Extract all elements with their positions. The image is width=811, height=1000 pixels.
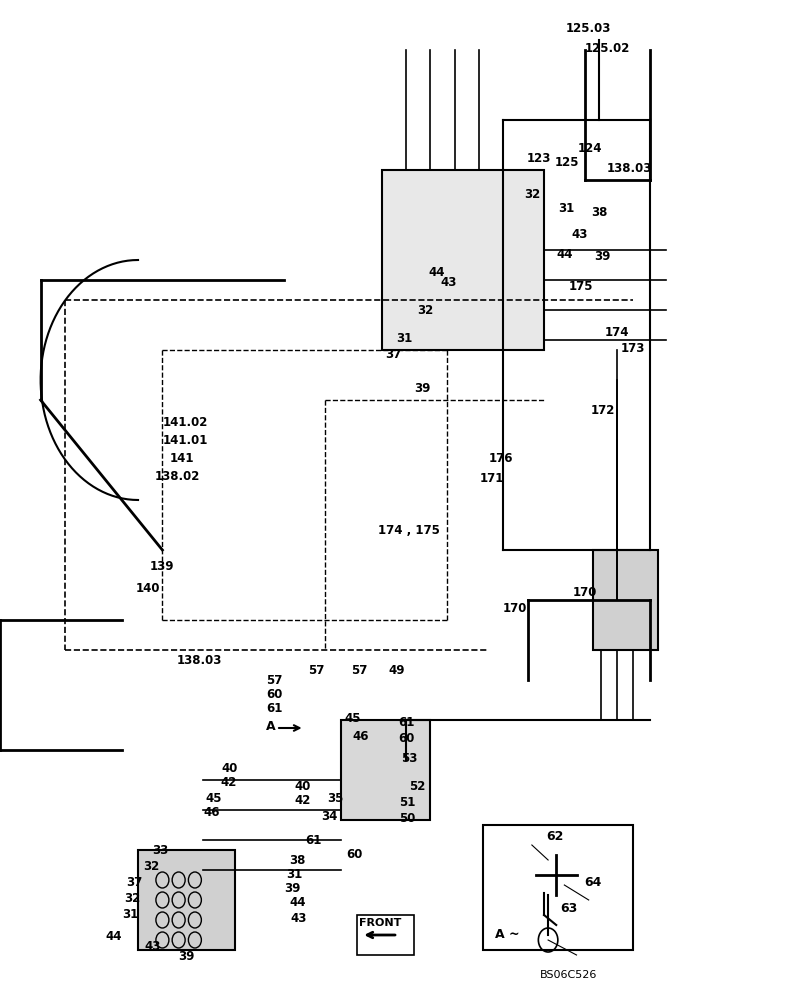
Text: 46: 46 [352, 730, 368, 742]
Text: 141.02: 141.02 [162, 416, 208, 428]
FancyBboxPatch shape [483, 825, 633, 950]
Text: 139: 139 [150, 560, 174, 572]
Text: 175: 175 [569, 279, 593, 292]
Text: 64: 64 [583, 876, 601, 888]
Text: 46: 46 [204, 806, 220, 820]
Text: 140: 140 [135, 582, 160, 594]
Text: 39: 39 [594, 249, 610, 262]
Text: 44: 44 [289, 896, 305, 910]
Text: 39: 39 [414, 381, 430, 394]
Text: 60: 60 [266, 688, 282, 700]
Text: 124: 124 [577, 141, 601, 154]
Text: 57: 57 [266, 674, 282, 686]
Text: 37: 37 [384, 349, 401, 361]
Text: 43: 43 [571, 229, 587, 241]
Text: 60: 60 [345, 848, 362, 860]
Text: 31: 31 [557, 202, 573, 215]
Text: 42: 42 [294, 794, 311, 806]
Text: 170: 170 [572, 585, 596, 598]
Text: 39: 39 [284, 882, 300, 894]
Text: 57: 57 [351, 664, 367, 676]
Text: 138.02: 138.02 [154, 470, 200, 483]
Text: 61: 61 [266, 702, 282, 714]
Text: 45: 45 [205, 792, 221, 804]
Text: 57: 57 [308, 664, 324, 676]
FancyBboxPatch shape [592, 550, 657, 650]
FancyBboxPatch shape [138, 850, 235, 950]
Text: 138.03: 138.03 [606, 161, 651, 174]
Text: 63: 63 [559, 902, 577, 914]
FancyBboxPatch shape [357, 915, 414, 955]
Text: 45: 45 [344, 712, 360, 724]
Text: 52: 52 [409, 780, 425, 792]
Text: 44: 44 [105, 930, 122, 942]
FancyBboxPatch shape [341, 720, 430, 820]
Text: 44: 44 [556, 248, 573, 261]
Text: 31: 31 [122, 908, 138, 922]
Text: 31: 31 [286, 867, 303, 880]
Text: 51: 51 [399, 796, 415, 808]
Text: FRONT: FRONT [358, 918, 401, 928]
Text: 173: 173 [620, 342, 645, 355]
Text: 32: 32 [524, 188, 540, 202]
Text: 43: 43 [290, 912, 307, 924]
Text: 37: 37 [126, 876, 142, 888]
Text: 172: 172 [590, 403, 615, 416]
Text: 53: 53 [401, 752, 417, 764]
Text: A: A [265, 720, 275, 732]
Text: 34: 34 [321, 810, 337, 822]
Text: A ~: A ~ [495, 928, 519, 942]
Text: 32: 32 [417, 304, 433, 316]
Text: 61: 61 [397, 716, 414, 728]
Text: 61: 61 [305, 834, 321, 848]
Text: 44: 44 [428, 265, 444, 278]
Text: 32: 32 [124, 892, 140, 904]
Text: 38: 38 [590, 206, 607, 219]
Text: 40: 40 [294, 780, 311, 792]
Text: 174: 174 [604, 326, 629, 338]
Text: 125.02: 125.02 [584, 41, 629, 54]
Text: 42: 42 [220, 776, 236, 788]
Text: 174 , 175: 174 , 175 [378, 524, 440, 536]
Text: 50: 50 [399, 812, 415, 824]
Text: 40: 40 [221, 762, 238, 774]
Text: 141: 141 [169, 452, 194, 464]
FancyBboxPatch shape [381, 170, 543, 350]
Text: 62: 62 [546, 830, 564, 842]
Text: 141.01: 141.01 [162, 434, 208, 446]
Text: 35: 35 [327, 792, 343, 804]
Text: 125: 125 [554, 155, 578, 168]
Text: 176: 176 [488, 452, 513, 464]
Text: 38: 38 [289, 854, 305, 866]
Text: 32: 32 [143, 859, 159, 872]
Text: BS06C526: BS06C526 [539, 970, 596, 980]
Text: 170: 170 [502, 601, 526, 614]
Text: 123: 123 [526, 151, 551, 164]
Text: 49: 49 [388, 664, 404, 676]
Text: 33: 33 [152, 844, 169, 856]
Text: 31: 31 [396, 332, 412, 344]
Text: 39: 39 [178, 950, 195, 962]
Text: 171: 171 [479, 472, 504, 485]
Text: 43: 43 [144, 940, 161, 954]
Text: 125.03: 125.03 [565, 21, 611, 34]
Text: 43: 43 [440, 276, 456, 290]
Text: 138.03: 138.03 [177, 654, 222, 666]
Text: 60: 60 [397, 732, 414, 744]
